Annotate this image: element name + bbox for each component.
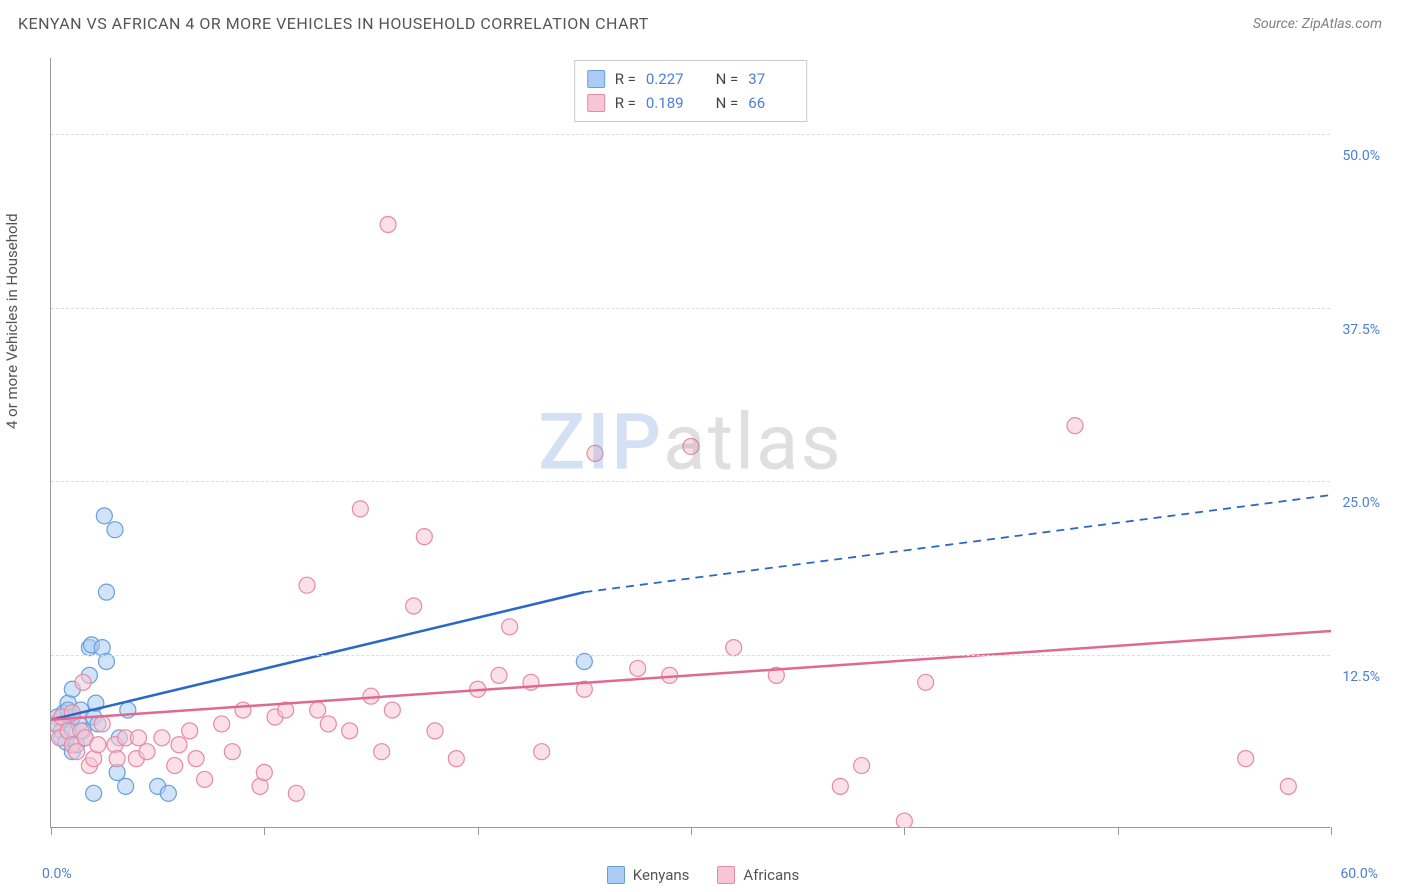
- x-tick: [904, 827, 905, 835]
- legend-swatch: [717, 866, 735, 884]
- grid-line: [51, 655, 1330, 656]
- data-point: [406, 598, 422, 614]
- legend-item: Kenyans: [607, 866, 690, 884]
- chart-source: Source: ZipAtlas.com: [1253, 16, 1382, 32]
- data-point: [352, 501, 368, 517]
- data-point: [576, 654, 592, 670]
- data-point: [130, 730, 146, 746]
- data-point: [448, 751, 464, 767]
- y-tick-label: 37.5%: [1342, 322, 1380, 338]
- data-point: [171, 737, 187, 753]
- data-point: [288, 785, 304, 801]
- data-point: [683, 438, 699, 454]
- legend-swatch: [607, 866, 625, 884]
- data-point: [139, 744, 155, 760]
- data-point: [118, 778, 134, 794]
- y-tick-label: 50.0%: [1342, 148, 1380, 164]
- y-tick-label: 12.5%: [1342, 669, 1380, 685]
- y-axis-label: 4 or more Vehicles in Household: [3, 213, 21, 429]
- data-point: [502, 619, 518, 635]
- data-point: [98, 654, 114, 670]
- x-tick: [51, 827, 52, 835]
- data-point: [214, 716, 230, 732]
- legend-swatch: [587, 70, 605, 88]
- data-point: [197, 771, 213, 787]
- data-point: [107, 522, 123, 538]
- trend-line-dashed: [584, 495, 1331, 592]
- data-point: [90, 737, 106, 753]
- legend-label: Africans: [743, 866, 799, 884]
- data-point: [1280, 778, 1296, 794]
- x-tick: [478, 827, 479, 835]
- data-point: [182, 723, 198, 739]
- correlation-legend: R = 0.227 N = 37 R = 0.189 N = 66: [574, 60, 808, 122]
- data-point: [342, 723, 358, 739]
- data-point: [854, 758, 870, 774]
- scatter-svg: [51, 58, 1331, 828]
- data-point: [160, 785, 176, 801]
- data-point: [69, 744, 85, 760]
- data-point: [188, 751, 204, 767]
- data-point: [630, 660, 646, 676]
- data-point: [534, 744, 550, 760]
- x-tick: [691, 827, 692, 835]
- data-point: [918, 674, 934, 690]
- grid-line: [51, 481, 1330, 482]
- legend-item: Africans: [717, 866, 799, 884]
- data-point: [98, 584, 114, 600]
- data-point: [310, 702, 326, 718]
- legend-row: R = 0.227 N = 37: [587, 67, 795, 91]
- data-point: [491, 667, 507, 683]
- legend-swatch: [587, 94, 605, 112]
- data-point: [1238, 751, 1254, 767]
- data-point: [832, 778, 848, 794]
- data-point: [374, 744, 390, 760]
- chart-title: KENYAN VS AFRICAN 4 OR MORE VEHICLES IN …: [18, 14, 649, 33]
- data-point: [416, 529, 432, 545]
- data-point: [726, 640, 742, 656]
- trend-line: [51, 631, 1331, 720]
- data-point: [235, 702, 251, 718]
- data-point: [224, 744, 240, 760]
- data-point: [380, 216, 396, 232]
- data-point: [896, 813, 912, 828]
- series-legend: Kenyans Africans: [0, 866, 1406, 884]
- data-point: [75, 674, 91, 690]
- data-point: [427, 723, 443, 739]
- grid-line: [51, 308, 1330, 309]
- x-tick: [264, 827, 265, 835]
- y-tick-label: 25.0%: [1342, 495, 1380, 511]
- data-point: [256, 765, 272, 781]
- data-point: [86, 785, 102, 801]
- data-point: [1067, 418, 1083, 434]
- data-point: [587, 445, 603, 461]
- grid-line: [51, 134, 1330, 135]
- legend-row: R = 0.189 N = 66: [587, 91, 795, 115]
- data-point: [109, 751, 125, 767]
- legend-label: Kenyans: [633, 866, 690, 884]
- data-point: [96, 508, 112, 524]
- plot-area: ZIPatlas R = 0.227 N = 37 R = 0.189 N = …: [50, 58, 1330, 828]
- x-tick: [1118, 827, 1119, 835]
- data-point: [320, 716, 336, 732]
- data-point: [154, 730, 170, 746]
- chart-container: ZIPatlas R = 0.227 N = 37 R = 0.189 N = …: [50, 58, 1380, 828]
- data-point: [384, 702, 400, 718]
- data-point: [167, 758, 183, 774]
- data-point: [299, 577, 315, 593]
- data-point: [94, 716, 110, 732]
- x-tick: [1331, 827, 1332, 835]
